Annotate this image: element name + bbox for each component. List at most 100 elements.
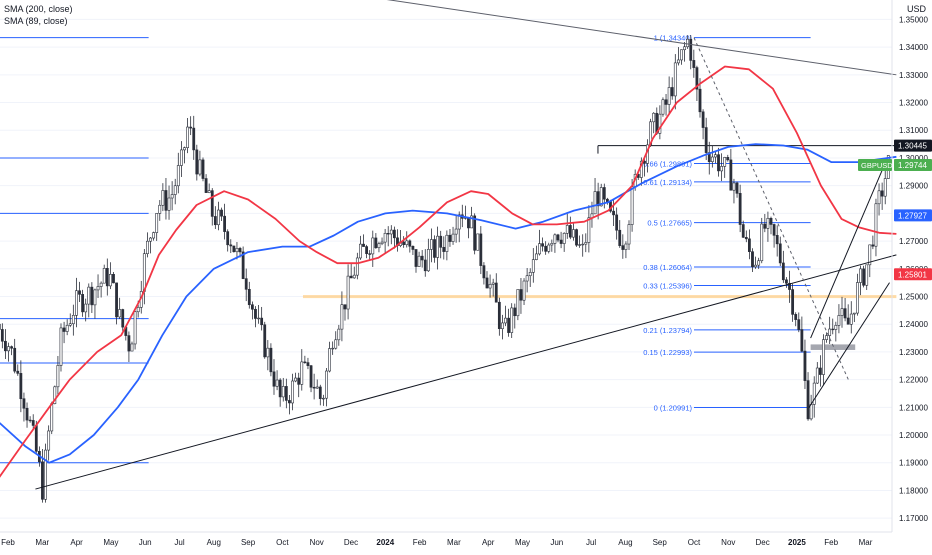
y-tick-label: 1.32000 (899, 99, 928, 108)
y-tick-label: 1.33000 (899, 71, 928, 80)
x-tick-label: Mar (447, 538, 461, 547)
candle-body (511, 308, 513, 333)
candle-body (628, 225, 630, 244)
candle-body (332, 348, 334, 349)
candle-body (267, 348, 269, 357)
candle-body (7, 347, 9, 351)
candle-body (193, 128, 195, 150)
candle-body (588, 218, 590, 243)
candle-body (171, 195, 173, 198)
candle-body (57, 365, 59, 386)
indicator-legend: SMA (200, close) SMA (89, close) (4, 3, 73, 27)
candle-body (282, 386, 284, 397)
x-tick-label: 2025 (788, 538, 806, 547)
candle-body (211, 191, 213, 217)
candle-body (310, 366, 312, 388)
candle-body (347, 276, 349, 309)
candle-body (665, 100, 667, 105)
x-tick-label: Jun (139, 538, 152, 547)
candle-body (782, 263, 784, 280)
candle-body (245, 279, 247, 290)
candle-body (844, 309, 846, 318)
candle-body (474, 216, 476, 250)
candle-body (779, 244, 781, 263)
candle-body (881, 191, 883, 196)
candle-body (792, 290, 794, 315)
candle-body (430, 240, 432, 250)
candle-body (174, 186, 176, 195)
candle-body (214, 216, 216, 224)
moving-averages (0, 67, 896, 480)
candle-body (94, 290, 96, 305)
candle-body (690, 39, 692, 60)
y-tick-label: 1.27000 (899, 237, 928, 246)
candle-body (653, 113, 655, 122)
candle-body (236, 248, 238, 251)
candle-body (307, 363, 309, 366)
candle-body (261, 318, 263, 325)
candle-body (714, 155, 716, 157)
candle-body (504, 318, 506, 323)
candle-body (495, 283, 497, 302)
candle-body (199, 160, 201, 174)
candle-body (508, 318, 510, 332)
x-tick-label: Feb (1, 538, 15, 547)
candle-body (75, 291, 77, 316)
y-tick-label: 1.18000 (899, 486, 928, 495)
candle-body (165, 190, 167, 210)
candle-body (452, 234, 454, 241)
candle-body (767, 218, 769, 228)
candle-body (143, 254, 145, 292)
candle-body (501, 323, 503, 329)
legend-sma-89[interactable]: SMA (89, close) (4, 15, 73, 27)
candle-body (106, 268, 108, 286)
x-tick-label: May (103, 538, 118, 547)
candle-body (183, 148, 185, 150)
candle-body (17, 371, 19, 373)
candle-body (850, 314, 852, 324)
candle-body (257, 318, 259, 319)
candle-body (4, 341, 6, 351)
candle-body (674, 63, 676, 96)
candle-body (717, 155, 719, 171)
grid (0, 19, 892, 518)
candle-body (372, 238, 374, 254)
candle-body (594, 192, 596, 214)
candle-body (535, 254, 537, 260)
candle-body (362, 244, 364, 246)
candle-body (115, 283, 117, 317)
candle-body (285, 386, 287, 400)
candle-body (220, 210, 222, 216)
sma-89-line (0, 67, 896, 480)
legend-sma-200[interactable]: SMA (200, close) (4, 3, 73, 15)
candle-body (85, 304, 87, 312)
candle-body (498, 302, 500, 328)
candle-body (153, 233, 155, 238)
candle-body (579, 245, 581, 246)
candle-body (884, 179, 886, 197)
x-tick-label: Mar (859, 538, 873, 547)
candle-body (560, 240, 562, 244)
price-label: 1.25801 (898, 270, 927, 279)
fib-level-label: 0.21 (1.23794) (643, 326, 692, 335)
candle-body (270, 348, 272, 372)
candle-body (572, 230, 574, 238)
candle-body (853, 313, 855, 314)
fib-level-label: 0.15 (1.22993) (643, 348, 692, 357)
candle-body (585, 242, 587, 244)
candle-body (390, 230, 392, 234)
candle-body (859, 269, 861, 283)
x-tick-label: Mar (35, 538, 49, 547)
candle-body (856, 283, 858, 314)
candle-body (872, 245, 874, 246)
candle-body (20, 373, 22, 398)
candle-body (159, 205, 161, 213)
candle-body (393, 230, 395, 238)
fib-level-label: 0.66 (1.29801) (643, 159, 692, 168)
trendline (694, 38, 848, 380)
candle-body (242, 252, 244, 279)
candle-body (455, 229, 457, 234)
